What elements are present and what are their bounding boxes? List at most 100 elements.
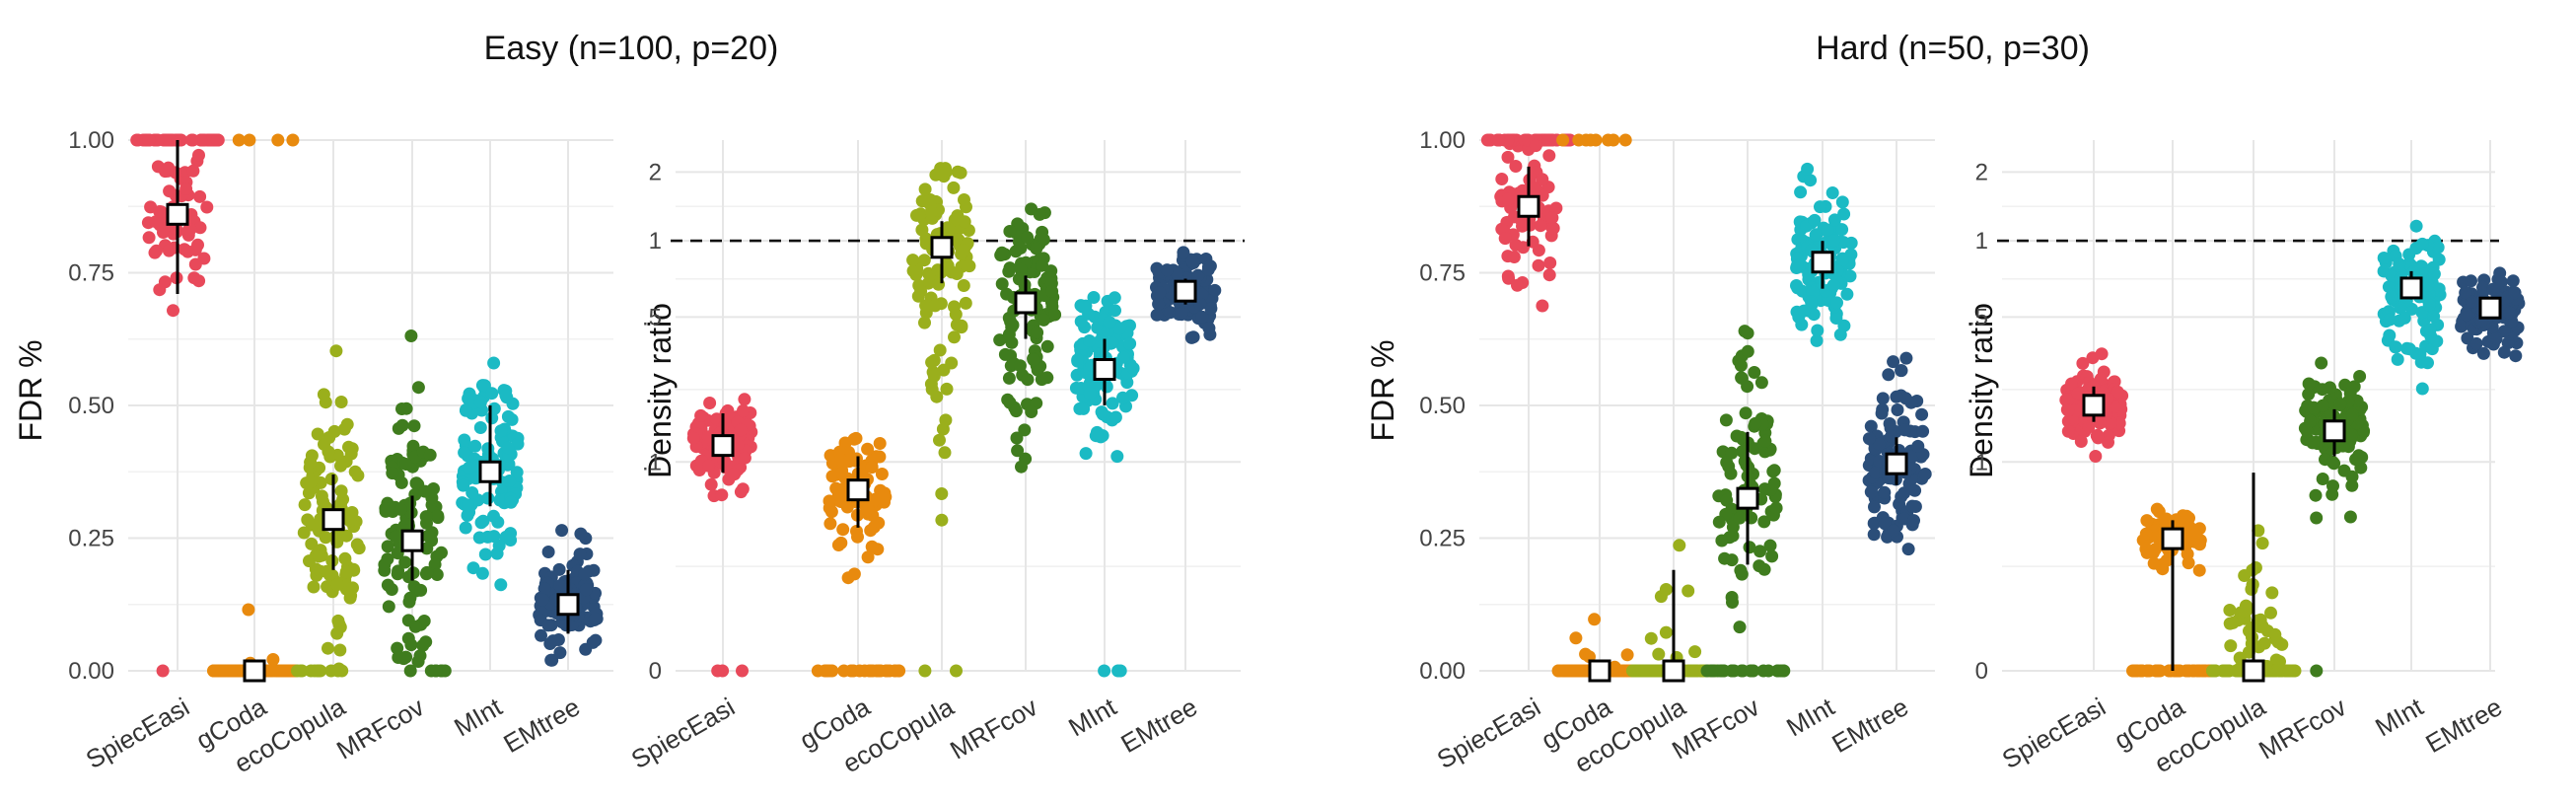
data-point: [1869, 466, 1883, 479]
data-point: [849, 431, 863, 445]
data-point: [457, 478, 470, 492]
data-point: [1037, 233, 1050, 247]
data-point: [420, 542, 434, 555]
data-point: [2223, 617, 2237, 630]
group-title-hard: Hard (n=50, p=30): [1816, 30, 2090, 67]
data-point: [334, 497, 347, 511]
points-mrfcov: [993, 202, 1062, 474]
data-point: [1734, 563, 1748, 577]
data-point: [243, 133, 256, 147]
data-point: [1830, 296, 1843, 310]
data-point: [2300, 424, 2314, 438]
data-point: [408, 620, 422, 633]
data-point: [1018, 423, 1032, 437]
data-point: [573, 548, 587, 561]
data-point: [868, 492, 882, 506]
data-point: [2489, 331, 2503, 345]
data-point: [458, 446, 471, 460]
data-point: [501, 409, 515, 423]
data-point: [350, 538, 364, 551]
data-point: [2459, 286, 2472, 300]
data-point: [2316, 473, 2329, 485]
data-point: [704, 477, 718, 491]
data-point: [865, 540, 879, 553]
data-point: [1555, 664, 1569, 678]
data-point: [950, 267, 964, 280]
data-point: [2506, 274, 2520, 288]
data-point: [1509, 160, 1523, 173]
data-point: [1754, 376, 1768, 390]
data-point: [875, 468, 889, 480]
data-point: [1193, 297, 1207, 311]
data-point: [1821, 223, 1834, 237]
data-point: [414, 583, 428, 597]
panel-easy-fdr: 0.000.250.500.751.00SpiecEasigCodaecoCop…: [68, 127, 613, 778]
data-point: [878, 486, 892, 500]
data-point: [1109, 410, 1122, 424]
data-point: [1010, 431, 1024, 445]
data-point: [438, 664, 452, 678]
data-point: [431, 509, 445, 523]
median-marker-mint: [478, 460, 502, 483]
y-tick-label: 0: [1975, 658, 1988, 685]
data-point: [1498, 232, 1512, 246]
data-point: [1501, 269, 1515, 283]
data-point: [889, 664, 902, 678]
data-point: [430, 568, 444, 581]
y-tick-label: .1: [642, 449, 662, 475]
data-point: [1891, 403, 1904, 416]
data-point: [948, 330, 961, 344]
data-point: [2333, 398, 2347, 411]
data-point: [1021, 373, 1035, 387]
y-tick-label: 0.00: [68, 658, 114, 685]
data-point: [1864, 419, 1878, 433]
data-point: [2393, 257, 2406, 270]
data-point: [330, 626, 344, 640]
data-point: [1827, 234, 1841, 248]
data-point: [1202, 322, 1216, 335]
data-point: [1811, 324, 1825, 337]
data-point: [1545, 211, 1559, 225]
data-point: [487, 356, 501, 370]
data-point: [1790, 279, 1803, 292]
data-point: [1098, 664, 1111, 678]
data-point: [1501, 133, 1515, 147]
median-marker-ecocopula: [322, 508, 345, 532]
data-point: [472, 531, 486, 545]
data-point: [1906, 449, 1920, 463]
data-point: [1898, 423, 1911, 437]
group-title-easy: Easy (n=100, p=20): [484, 30, 779, 67]
data-point: [386, 467, 399, 480]
data-point: [277, 664, 291, 678]
data-point: [419, 510, 433, 524]
data-point: [504, 534, 518, 547]
y-tick-label: 2: [1975, 159, 1988, 185]
data-point: [2065, 377, 2078, 391]
median-marker-mint: [2399, 276, 2423, 300]
data-point: [1077, 402, 1091, 415]
data-point: [1735, 430, 1749, 444]
data-point: [307, 580, 321, 594]
data-point: [1495, 173, 1509, 185]
median-marker-emtree: [1885, 452, 1908, 475]
data-point: [939, 166, 953, 179]
data-point: [1878, 485, 1892, 499]
data-point: [192, 148, 205, 162]
data-point: [1725, 446, 1739, 460]
data-point: [1110, 450, 1124, 464]
median-marker-mrfcov: [400, 529, 424, 552]
median-marker-ecocopula: [930, 236, 954, 259]
data-point: [1725, 553, 1739, 567]
data-point: [2353, 370, 2367, 383]
data-point: [1556, 133, 1570, 147]
data-point: [2309, 488, 2323, 502]
data-point: [1532, 258, 1545, 272]
data-point: [413, 649, 427, 663]
data-point: [1021, 231, 1035, 245]
data-point: [1753, 545, 1766, 558]
data-point: [1208, 283, 1222, 297]
data-point: [821, 664, 834, 678]
data-point: [2061, 393, 2075, 406]
data-point: [385, 583, 398, 596]
